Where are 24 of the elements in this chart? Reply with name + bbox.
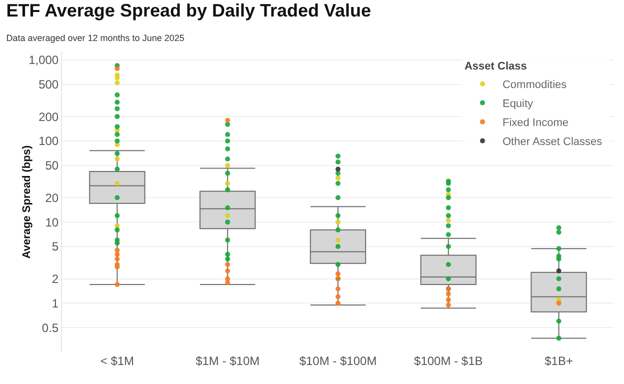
y-axis-title: Average Spread (bps): [21, 145, 33, 259]
x-tick-label: $1B+: [544, 354, 573, 368]
x-tick-label: $10M - $100M: [299, 354, 377, 368]
y-tick-label: 5: [52, 240, 59, 254]
y-tick-label: 10: [45, 215, 59, 230]
y-tick-label: 200: [38, 110, 59, 124]
legend-label: Other Asset Classes: [502, 136, 603, 148]
y-tick-label: 2: [52, 272, 59, 286]
y-tick-label: 500: [38, 77, 59, 92]
y-tick-label: 0.5: [42, 320, 59, 335]
y-tick-label: 1,000: [28, 53, 59, 68]
x-tick-label: < $1M: [100, 354, 134, 368]
x-tick-label: $1M - $10M: [196, 354, 260, 368]
y-tick-label: 20: [45, 190, 59, 205]
legend-label: Commodities: [502, 79, 568, 92]
legend-title: Asset Class: [464, 60, 527, 72]
legend-label: Equity: [502, 98, 534, 110]
legend-label: Fixed Income: [502, 117, 569, 130]
x-tick-label: $100M - $1B: [414, 354, 483, 368]
y-tick-label: 50: [45, 158, 59, 173]
chart-subtitle: Data averaged over 12 months to June 2025: [6, 33, 184, 44]
y-tick-label: 100: [38, 134, 59, 148]
chart-title: ETF Average Spread by Daily Traded Value: [6, 0, 372, 20]
y-tick-label: 1: [52, 296, 59, 310]
